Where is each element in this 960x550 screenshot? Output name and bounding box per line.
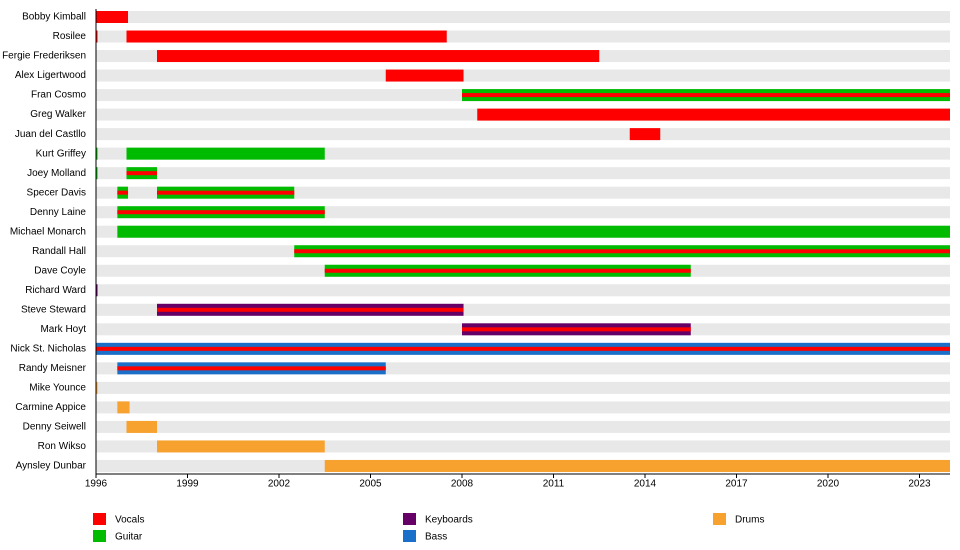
tenure-bar: [324, 459, 950, 472]
tenure-stripe: [157, 307, 464, 312]
legend-swatch: [93, 530, 106, 542]
row-band: [96, 420, 950, 433]
tenure-stripe: [117, 366, 386, 371]
tenure-stripe: [126, 171, 157, 176]
tenure-bar: [629, 128, 661, 141]
tenure-bar: [126, 30, 447, 43]
tenure-stripe: [294, 249, 950, 254]
tenure-bar: [126, 147, 325, 160]
x-tick-label: 2002: [268, 479, 291, 490]
legend-swatch: [93, 513, 106, 525]
member-label: Bobby Kimball: [22, 12, 86, 23]
row-band: [96, 381, 950, 394]
member-label: Michael Monarch: [10, 226, 86, 237]
member-label: Mike Younce: [29, 383, 86, 394]
legend-label: Keyboards: [425, 515, 473, 526]
member-label: Alex Ligertwood: [15, 70, 86, 81]
x-tick-label: 2011: [543, 479, 565, 490]
tenure-bar: [96, 381, 98, 394]
tenure-stripe: [324, 268, 691, 273]
member-label: Steve Steward: [21, 304, 86, 315]
tenure-stripe: [117, 190, 129, 195]
x-tick-label: 2005: [359, 479, 382, 490]
member-label: Joey Molland: [27, 168, 86, 179]
member-label: Randall Hall: [32, 246, 86, 257]
legend-swatch: [403, 513, 416, 525]
member-label: Carmine Appice: [15, 402, 86, 413]
x-tick-label: 1996: [85, 479, 108, 490]
x-tick-label: 2023: [908, 479, 931, 490]
member-label: Specer Davis: [27, 187, 86, 198]
row-band: [96, 186, 950, 199]
member-label: Mark Hoyt: [40, 324, 86, 335]
member-label: Fran Cosmo: [31, 90, 86, 101]
member-label: Nick St. Nicholas: [10, 343, 86, 354]
member-label: Dave Coyle: [34, 265, 86, 276]
member-label: Denny Laine: [30, 207, 87, 218]
tenure-stripe: [117, 210, 325, 215]
tenure-bar: [96, 30, 98, 43]
tenure-bar: [157, 440, 325, 453]
legend-swatch: [713, 513, 726, 525]
tenure-stripe: [96, 346, 950, 351]
tenure-bar: [117, 225, 951, 238]
legend-label: Bass: [425, 532, 447, 543]
tenure-stripe: [462, 93, 950, 98]
member-label: Kurt Griffey: [36, 148, 86, 159]
member-label: Juan del Castllo: [15, 129, 87, 140]
member-label: Aynsley Dunbar: [16, 461, 87, 472]
legend-swatch: [403, 530, 416, 542]
row-band: [96, 11, 950, 23]
tenure-bar: [157, 50, 600, 63]
tenure-bar: [126, 420, 157, 433]
x-tick-label: 2014: [634, 479, 657, 490]
member-label: Denny Seiwell: [23, 422, 86, 433]
legend-label: Vocals: [115, 515, 144, 526]
tenure-bar: [96, 167, 98, 180]
row-band: [96, 69, 950, 82]
tenure-stripe: [462, 327, 691, 332]
member-label: Greg Walker: [30, 109, 86, 120]
member-label: Richard Ward: [25, 285, 86, 296]
member-label: Ron Wikso: [38, 441, 87, 452]
tenure-bar: [96, 284, 98, 297]
legend-label: Drums: [735, 515, 764, 526]
tenure-bar: [96, 11, 129, 23]
member-label: Randy Meisner: [19, 363, 87, 374]
row-band: [96, 167, 950, 180]
tenure-stripe: [157, 190, 295, 195]
tenure-bar: [117, 401, 130, 414]
x-tick-label: 2020: [817, 479, 840, 490]
member-label: Rosilee: [53, 31, 87, 42]
tenure-bar: [385, 69, 464, 82]
row-band: [96, 401, 950, 414]
member-label: Fergie Frederiksen: [2, 51, 86, 62]
x-tick-label: 2017: [725, 479, 748, 490]
row-band: [96, 128, 950, 141]
tenure-bar: [477, 108, 950, 121]
legend-label: Guitar: [115, 532, 143, 543]
x-tick-label: 2008: [451, 479, 474, 490]
row-band: [96, 284, 950, 297]
tenure-bar: [96, 147, 98, 160]
x-tick-label: 1999: [176, 479, 199, 490]
